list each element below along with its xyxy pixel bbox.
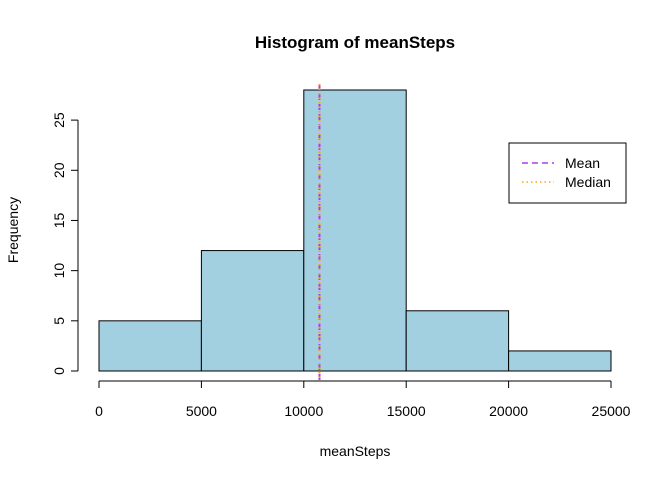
y-axis-label: Frequency	[5, 197, 21, 263]
legend-label-mean: Mean	[565, 155, 600, 171]
histogram-bar-3	[405, 310, 510, 372]
histogram-bar-0	[98, 320, 202, 372]
x-tick-label-3: 15000	[387, 403, 426, 419]
histogram-bar-4	[508, 350, 612, 372]
legend-label-median: Median	[565, 174, 611, 190]
x-axis: 0 5000 10000 15000 20000 25000	[95, 380, 631, 419]
x-axis-label: meanSteps	[320, 443, 391, 459]
y-tick-label-2: 10	[51, 263, 67, 279]
x-tick-label-2: 10000	[284, 403, 323, 419]
legend-box	[508, 142, 627, 204]
y-tick-label-5: 25	[51, 112, 67, 128]
x-tick-label-1: 5000	[186, 403, 217, 419]
chart-title: Histogram of meanSteps	[255, 33, 455, 52]
bars-group	[98, 89, 612, 372]
y-axis: 0 5 10 15 20 25	[51, 112, 79, 375]
histogram-bar-2	[303, 89, 407, 372]
y-tick-label-1: 5	[51, 317, 67, 325]
x-tick-label-5: 25000	[592, 403, 631, 419]
y-tick-label-0: 0	[51, 367, 67, 375]
y-tick-label-3: 15	[51, 212, 67, 228]
legend: Mean Median	[508, 142, 627, 204]
y-tick-label-4: 20	[51, 162, 67, 178]
x-tick-label-0: 0	[95, 403, 103, 419]
x-tick-label-4: 20000	[489, 403, 528, 419]
histogram-bar-1	[200, 250, 305, 372]
